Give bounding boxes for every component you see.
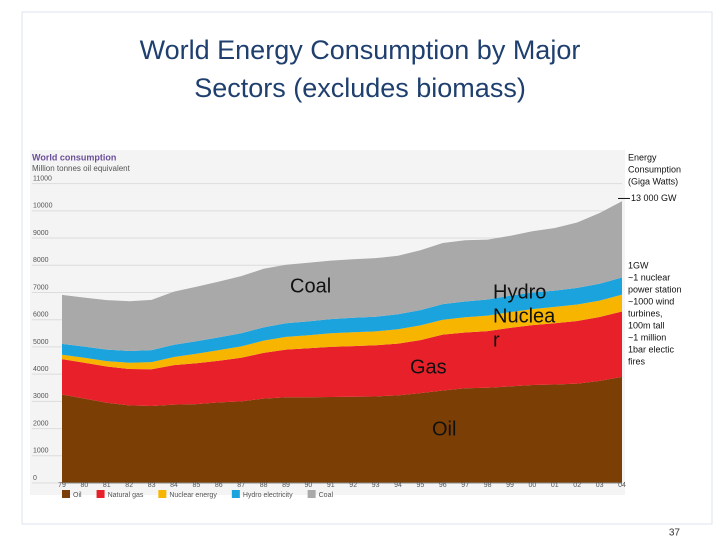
area-annotation: Hydro (493, 281, 546, 303)
x-tick-label: 88 (260, 482, 268, 489)
area-annotation: Gas (410, 356, 447, 378)
x-tick-label: 81 (103, 482, 111, 489)
x-tick-label: 97 (461, 482, 469, 489)
side-note: ~1000 wind (628, 296, 674, 306)
x-tick-label: 80 (81, 482, 89, 489)
y2-axis-title: (Giga Watts) (628, 176, 678, 186)
area-annotation: r (493, 329, 500, 351)
area (62, 376, 622, 483)
side-note: 1bar electic (628, 344, 675, 354)
y2-axis-title: Energy (628, 152, 657, 162)
y-tick-label: 1000 (33, 448, 49, 455)
x-tick-label: 83 (148, 482, 156, 489)
side-note: 100m tall (628, 320, 665, 330)
x-tick-label: 93 (372, 482, 380, 489)
x-tick-label: 01 (551, 482, 559, 489)
slide-frame (21, 11, 713, 525)
area-annotation: Oil (432, 418, 456, 440)
page-number: 37 (669, 528, 681, 539)
x-tick-label: 94 (394, 482, 402, 489)
area (62, 201, 622, 351)
x-tick-label: 02 (573, 482, 581, 489)
y2-tick-label: 13 000 GW (631, 193, 677, 203)
y-tick-label: 6000 (33, 312, 49, 319)
x-tick-label: 99 (506, 482, 514, 489)
x-tick-label: 98 (484, 482, 492, 489)
x-tick-label: 89 (282, 482, 290, 489)
x-tick-label: 03 (596, 482, 604, 489)
legend-swatch (96, 490, 105, 498)
side-note: turbines, (628, 308, 663, 318)
legend-label: Natural gas (108, 492, 144, 499)
side-note: power station (628, 284, 682, 294)
chart-subtitle: World consumption (32, 152, 116, 162)
y-tick-label: 4000 (33, 366, 49, 373)
x-tick-label: 87 (237, 482, 245, 489)
x-tick-label: 95 (417, 482, 425, 489)
area (62, 277, 622, 363)
legend-label: Nuclear energy (169, 492, 217, 499)
x-tick-label: 85 (193, 482, 201, 489)
side-note: fires (628, 356, 646, 366)
x-tick-label: 90 (305, 482, 313, 489)
legend-label: Coal (319, 492, 334, 499)
legend-swatch (307, 490, 316, 498)
area-annotation: Nuclea (493, 305, 556, 327)
y-tick-label: 10000 (33, 203, 53, 210)
y-tick-label: 9000 (33, 230, 49, 237)
side-note: 1GW (628, 260, 649, 270)
y-tick-label: 0 (33, 475, 37, 482)
y-tick-label: 2000 (33, 420, 49, 427)
slide-title: World Energy Consumption by Major (140, 35, 581, 65)
side-note: ~1 million (628, 332, 666, 342)
x-tick-label: 04 (618, 482, 626, 489)
legend-swatch (158, 490, 167, 498)
legend-swatch (231, 490, 240, 498)
x-tick-label: 96 (439, 482, 447, 489)
y-tick-label: 11000 (33, 175, 52, 182)
legend-swatch (62, 490, 70, 498)
x-tick-label: 91 (327, 482, 335, 489)
x-tick-label: 82 (125, 482, 133, 489)
y-tick-label: 7000 (33, 284, 49, 291)
legend-label: Hydro electricity (243, 492, 293, 499)
area-annotation: Coal (290, 275, 331, 297)
legend-label: Oil (73, 492, 82, 499)
x-tick-label: 86 (215, 482, 223, 489)
side-note: ~1 nuclear (628, 272, 670, 282)
area (62, 311, 622, 406)
x-tick-label: 84 (170, 482, 178, 489)
x-tick-label: 79 (58, 482, 66, 489)
y-tick-label: 3000 (33, 393, 49, 400)
x-tick-label: 00 (529, 482, 537, 489)
y2-axis-title: Consumption (628, 164, 681, 174)
y-tick-label: 8000 (33, 257, 49, 264)
x-tick-label: 92 (349, 482, 357, 489)
slide-title: Sectors (excludes biomass) (194, 73, 526, 103)
y-tick-label: 5000 (33, 339, 49, 346)
y-axis-label: Million tonnes oil equivalent (32, 164, 131, 173)
